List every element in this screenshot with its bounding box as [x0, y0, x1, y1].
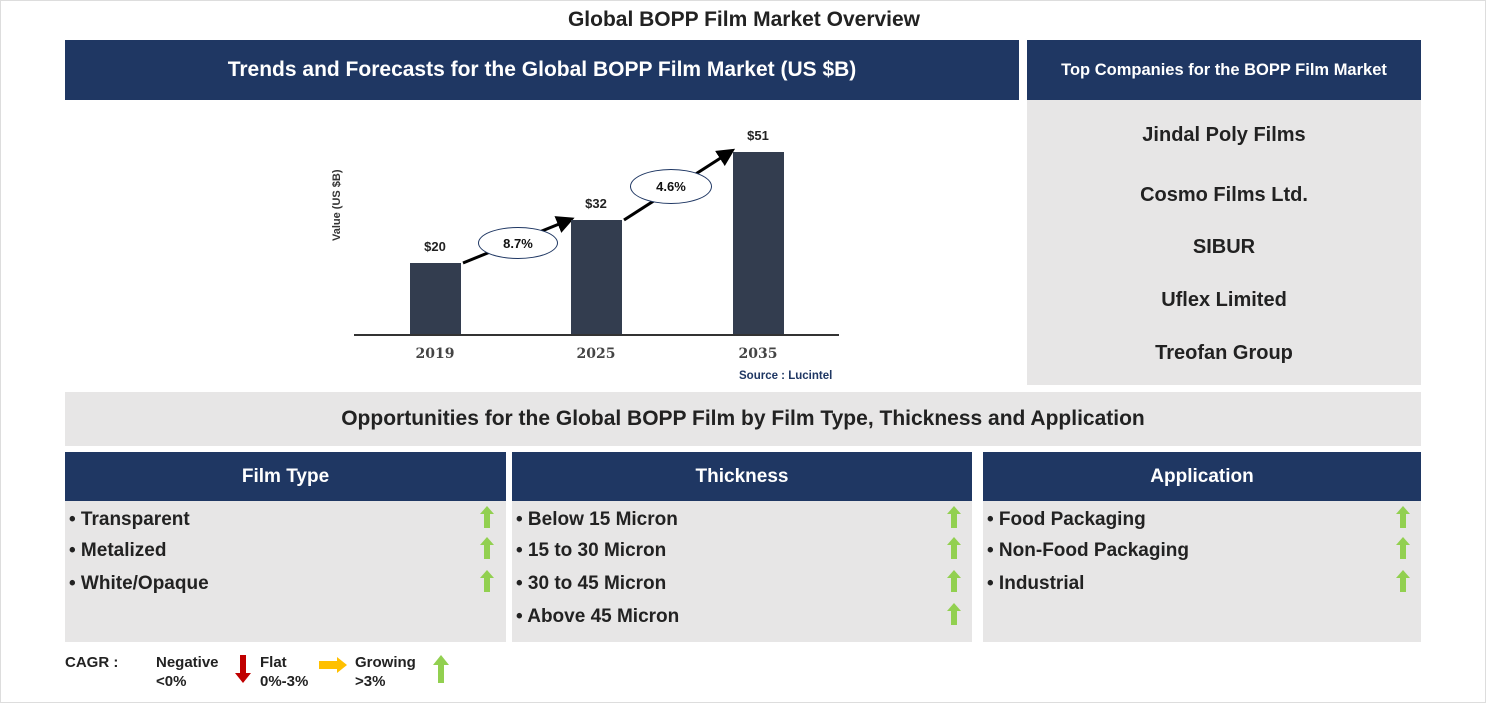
- legend-negative-range: <0%: [156, 673, 187, 690]
- growing-arrow-icon: [1396, 537, 1410, 559]
- list-item: • White/Opaque: [69, 573, 209, 594]
- x-tick-label: 2035: [738, 346, 778, 362]
- data-label: $20: [424, 238, 446, 254]
- growing-arrow-icon: [480, 537, 494, 559]
- up-arrow-icon: [433, 655, 449, 683]
- list-item: • Below 15 Micron: [516, 509, 678, 530]
- growing-arrow-icon: [480, 570, 494, 592]
- column-body: • Food Packaging • Non-Food Packaging • In…: [983, 501, 1421, 642]
- list-item: • Above 45 Micron: [516, 606, 680, 627]
- companies-header: Top Companies for the BOPP Film Market: [1027, 40, 1421, 100]
- companies-panel: Jindal Poly Films Cosmo Films Ltd. SIBUR…: [1027, 100, 1421, 385]
- bar-2019: [410, 262, 461, 334]
- legend-label: CAGR :: [65, 654, 119, 671]
- growing-arrow-icon: [480, 506, 494, 528]
- list-item: • 15 to 30 Micron: [516, 540, 667, 561]
- legend-growing: Growing >3%: [355, 653, 416, 691]
- growing-arrow-icon: [947, 537, 961, 559]
- bar-chart: Value (US $B) 8.7% 4.6% Source : Lucinte…: [1, 1, 1021, 391]
- company-item: Treofan Group: [1155, 342, 1293, 364]
- growing-arrow-icon: [947, 603, 961, 625]
- legend-growing-range: >3%: [355, 673, 386, 690]
- growing-arrow-icon: [947, 570, 961, 592]
- company-item: Cosmo Films Ltd.: [1140, 184, 1308, 206]
- bar-2035: [733, 152, 784, 334]
- legend-negative-label: Negative: [156, 654, 219, 671]
- legend-flat: Flat 0%-3%: [260, 653, 308, 691]
- down-arrow-icon: [235, 655, 251, 683]
- list-item: • Transparent: [69, 509, 190, 530]
- x-tick-label: 2019: [415, 346, 455, 362]
- cagr-label: 8.7%: [478, 227, 558, 259]
- data-label: $32: [585, 195, 607, 211]
- company-item: Jindal Poly Films: [1142, 124, 1306, 146]
- opportunities-header: Opportunities for the Global BOPP Film b…: [65, 392, 1421, 446]
- legend-negative: Negative <0%: [156, 653, 219, 691]
- column-header: Thickness: [512, 452, 972, 501]
- list-item: • Non-Food Packaging: [987, 540, 1189, 561]
- growing-arrow-icon: [1396, 570, 1410, 592]
- legend-flat-label: Flat: [260, 654, 287, 671]
- column-body: • Below 15 Micron • 15 to 30 Micron • 30 t…: [512, 501, 972, 642]
- x-tick-label: 2025: [576, 346, 616, 362]
- page-title: Global BOPP Film Market Overview: [567, 8, 921, 31]
- column-header: Film Type: [65, 452, 506, 501]
- legend-growing-label: Growing: [355, 654, 416, 671]
- list-item: • 30 to 45 Micron: [516, 573, 667, 594]
- right-arrow-icon: [319, 657, 347, 673]
- column-body: • Transparent • Metalized • White/Opaque: [65, 501, 506, 642]
- list-item: • Food Packaging: [987, 509, 1146, 530]
- source-note: Source : Lucintel: [739, 370, 833, 382]
- legend-flat-range: 0%-3%: [260, 673, 309, 690]
- cagr-arrows: [462, 148, 736, 265]
- list-item: • Metalized: [69, 540, 167, 561]
- company-item: Uflex Limited: [1161, 289, 1287, 311]
- chart-header: Trends and Forecasts for the Global BOPP…: [65, 40, 1019, 100]
- growing-arrow-icon: [1396, 506, 1410, 528]
- cagr-label: 4.6%: [630, 169, 712, 204]
- x-axis-line: [354, 334, 839, 336]
- column-header: Application: [983, 452, 1421, 501]
- bar-2025: [571, 219, 622, 334]
- growing-arrow-icon: [947, 506, 961, 528]
- data-label: $51: [747, 128, 769, 143]
- list-item: • Industrial: [987, 573, 1085, 594]
- company-item: SIBUR: [1192, 236, 1256, 258]
